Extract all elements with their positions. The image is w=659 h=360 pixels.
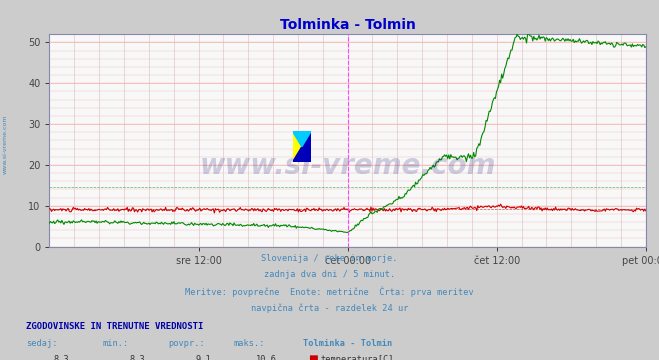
Text: 8,3: 8,3	[53, 355, 69, 360]
Polygon shape	[293, 131, 311, 147]
Text: sedaj:: sedaj:	[26, 339, 58, 348]
Title: Tolminka - Tolmin: Tolminka - Tolmin	[279, 18, 416, 32]
Text: min.:: min.:	[102, 339, 129, 348]
Text: temperatura[C]: temperatura[C]	[321, 355, 395, 360]
Text: Slovenija / reke in morje.: Slovenija / reke in morje.	[261, 254, 398, 263]
Text: Tolminka - Tolmin: Tolminka - Tolmin	[303, 339, 392, 348]
Text: www.si-vreme.com: www.si-vreme.com	[3, 114, 8, 174]
Text: Meritve: povprečne  Enote: metrične  Črta: prva meritev: Meritve: povprečne Enote: metrične Črta:…	[185, 287, 474, 297]
Text: navpična črta - razdelek 24 ur: navpična črta - razdelek 24 ur	[251, 303, 408, 313]
Text: 9,1: 9,1	[195, 355, 211, 360]
Polygon shape	[293, 131, 311, 162]
Text: 10,6: 10,6	[256, 355, 277, 360]
Polygon shape	[293, 131, 311, 162]
Text: 8,3: 8,3	[129, 355, 145, 360]
Text: povpr.:: povpr.:	[168, 339, 205, 348]
Text: ZGODOVINSKE IN TRENUTNE VREDNOSTI: ZGODOVINSKE IN TRENUTNE VREDNOSTI	[26, 322, 204, 331]
Text: maks.:: maks.:	[234, 339, 266, 348]
Text: ■: ■	[308, 354, 318, 360]
Text: zadnja dva dni / 5 minut.: zadnja dva dni / 5 minut.	[264, 270, 395, 279]
Text: www.si-vreme.com: www.si-vreme.com	[200, 152, 496, 180]
